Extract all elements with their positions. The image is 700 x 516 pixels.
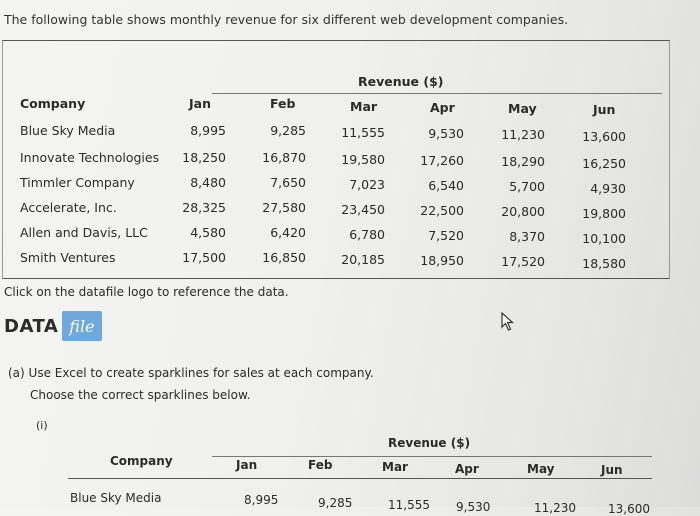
revenue-cell-mar: 7,023 (349, 177, 385, 192)
question-a-instruction: Choose the correct sparklines below. (30, 388, 251, 402)
option-i-month-apr: Apr (455, 462, 479, 476)
revenue-cell-jan: 17,500 (182, 250, 226, 265)
revenue-cell-apr: 7,520 (428, 228, 464, 243)
revenue-cell-mar: 20,185 (341, 252, 385, 267)
company-name: Allen and Davis, LLC (20, 225, 148, 240)
revenue-cell-may: 17,520 (501, 254, 545, 269)
option-i-company-header: Company (110, 454, 173, 468)
revenue-cell-feb: 16,850 (262, 250, 306, 265)
intro-text: The following table shows monthly revenu… (4, 12, 569, 27)
question-a: (a) Use Excel to create sparklines for s… (8, 366, 374, 380)
option-i-month-feb: Feb (308, 458, 333, 472)
month-header-mar: Mar (350, 99, 378, 114)
revenue-header-divider (212, 93, 662, 94)
month-header-apr: Apr (430, 100, 455, 115)
revenue-cell-jan: 28,325 (182, 200, 226, 215)
month-header-jan: Jan (189, 96, 211, 111)
revenue-cell-jan: 18,250 (182, 150, 226, 165)
revenue-cell-feb: 16,870 (262, 150, 306, 165)
revenue-cell-mar: 6,780 (349, 227, 385, 242)
revenue-cell-jan: 8,995 (190, 123, 226, 138)
revenue-cell-jun: 13,600 (582, 129, 626, 144)
revenue-cell-may: 18,290 (501, 154, 545, 169)
month-header-may: May (508, 101, 537, 116)
revenue-cell-jan: 4,580 (190, 225, 226, 240)
mouse-cursor-icon (501, 312, 515, 331)
option-i-month-may: May (527, 462, 555, 476)
month-header-feb: Feb (270, 96, 296, 111)
revenue-cell-feb: 6,420 (270, 225, 306, 240)
revenue-cell-may: 11,230 (501, 127, 545, 142)
option-i-value-apr: 9,530 (456, 500, 491, 514)
revenue-cell-apr: 9,530 (428, 126, 464, 141)
company-name: Blue Sky Media (20, 123, 116, 138)
revenue-cell-feb: 27,580 (262, 200, 306, 215)
revenue-cell-mar: 11,555 (341, 125, 385, 140)
revenue-cell-mar: 19,580 (341, 152, 385, 167)
datafile-logo-file: file (62, 311, 102, 341)
revenue-cell-jun: 10,100 (582, 231, 626, 246)
company-name: Accelerate, Inc. (20, 200, 117, 215)
option-i-table-rule (68, 478, 652, 479)
revenue-cell-jun: 19,800 (582, 206, 626, 221)
revenue-table (2, 40, 670, 279)
revenue-cell-apr: 17,260 (420, 153, 464, 168)
revenue-cell-jun: 18,580 (582, 256, 626, 271)
datafile-logo-data: DATA (4, 315, 59, 337)
revenue-cell-apr: 18,950 (420, 253, 464, 268)
option-i-value-jan: 8,995 (244, 493, 279, 507)
revenue-cell-may: 5,700 (509, 179, 545, 194)
revenue-cell-may: 8,370 (509, 229, 545, 244)
company-name: Smith Ventures (20, 250, 116, 265)
company-name: Innovate Technologies (20, 150, 160, 165)
revenue-cell-apr: 6,540 (428, 178, 464, 193)
option-i-value-jun: 13,600 (608, 502, 650, 516)
option-i-month-jun: Jun (601, 463, 623, 477)
revenue-cell-feb: 9,285 (270, 123, 306, 138)
revenue-cell-jun: 16,250 (582, 156, 626, 171)
company-name: Timmler Company (20, 175, 135, 190)
option-i-value-feb: 9,285 (318, 496, 353, 510)
option-i-month-mar: Mar (382, 460, 408, 474)
company-column-header: Company (20, 96, 86, 111)
datafile-logo-button[interactable]: DATA file (4, 311, 102, 341)
revenue-cell-jun: 4,930 (590, 181, 626, 196)
option-i-value-mar: 11,555 (388, 498, 430, 512)
option-i-company-name: Blue Sky Media (70, 491, 162, 505)
option-i-month-jan: Jan (236, 458, 258, 472)
option-i-header-divider (212, 456, 652, 457)
revenue-cell-feb: 7,650 (270, 175, 306, 190)
month-header-jun: Jun (593, 102, 616, 117)
datafile-instruction: Click on the datafile logo to reference … (4, 285, 289, 299)
option-i-value-may: 11,230 (534, 501, 576, 515)
revenue-cell-apr: 22,500 (420, 203, 464, 218)
revenue-cell-may: 20,800 (501, 204, 545, 219)
revenue-group-header: Revenue ($) (358, 74, 444, 89)
option-i-label[interactable]: (i) (36, 419, 48, 432)
revenue-cell-jan: 8,480 (190, 175, 226, 190)
revenue-cell-mar: 23,450 (341, 202, 385, 217)
option-i-revenue-group-header: Revenue ($) (388, 436, 471, 450)
